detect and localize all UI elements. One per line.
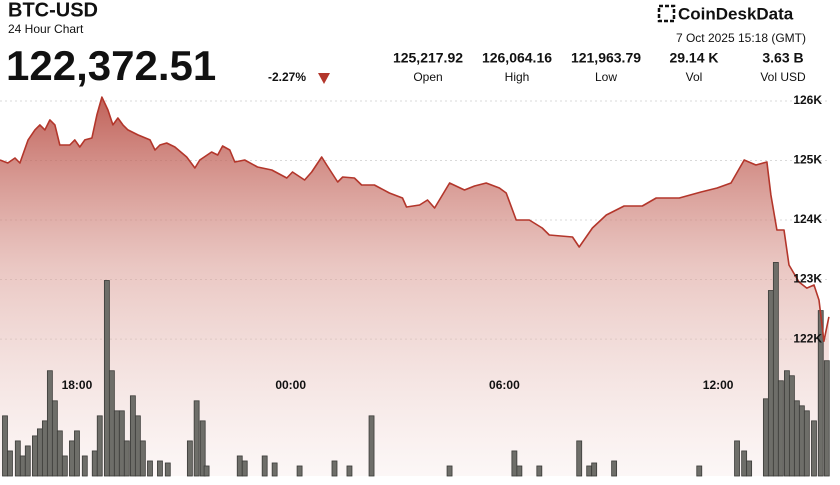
- volume-bar: [24, 445, 31, 477]
- x-tick-label: 00:00: [275, 378, 306, 392]
- volume-bar: [746, 460, 753, 477]
- volume-bar: [96, 415, 103, 477]
- stat-label: Vol USD: [760, 70, 806, 84]
- volume-bar: [32, 435, 38, 477]
- volume-bar: [74, 430, 80, 477]
- volume-bar: [611, 460, 618, 477]
- y-tick-label: 125K: [793, 153, 822, 167]
- volume-bar: [2, 415, 8, 477]
- stat-label: Open: [413, 70, 442, 84]
- volume-bar: [69, 440, 75, 477]
- x-tick-label: 06:00: [489, 378, 520, 392]
- chart-subtitle: 24 Hour Chart: [8, 22, 84, 36]
- stat-value: 3.63 B: [762, 50, 803, 66]
- volume-bar: [823, 360, 830, 477]
- chart-title: BTC-USD: [8, 0, 98, 21]
- volume-bar: [199, 420, 206, 477]
- volume-bar: [193, 400, 200, 477]
- volume-bar: [103, 280, 110, 477]
- logo-icon: [657, 4, 676, 23]
- volume-bar: [46, 370, 53, 477]
- volume-bar: [783, 370, 790, 477]
- volume-bar: [19, 455, 26, 477]
- volume-bar: [51, 400, 58, 477]
- volume-bar: [236, 455, 243, 477]
- volume-bar: [118, 410, 125, 477]
- x-tick-label: 18:00: [62, 378, 93, 392]
- volume-bar: [788, 375, 795, 477]
- price-area: [0, 97, 829, 476]
- brand-logo: CoinDeskData: [657, 4, 794, 23]
- down-arrow: [318, 73, 330, 84]
- stat-label: High: [505, 70, 530, 84]
- volume-bar: [762, 398, 769, 477]
- volume-bar: [157, 460, 163, 477]
- timestamp: 7 Oct 2025 15:18 (GMT): [676, 31, 806, 45]
- stat-value: 126,064.16: [482, 50, 552, 66]
- stat-value: 29.14 K: [669, 50, 718, 66]
- volume-bar: [772, 262, 779, 477]
- volume-bar: [147, 460, 153, 477]
- volume-bar: [777, 380, 784, 477]
- volume-bar: [798, 405, 805, 477]
- volume-bar: [41, 420, 48, 477]
- volume-bar: [734, 440, 740, 477]
- volume-bar: [271, 462, 278, 477]
- volume-bar: [536, 465, 543, 477]
- volume-bar: [203, 465, 210, 477]
- plot-area: 18:00 00:00 06:00 12:00 122K 123K 124K 125K 126K: [0, 93, 830, 477]
- stat-label: Vol: [686, 70, 703, 84]
- volume-bar: [446, 465, 453, 477]
- y-tick-label: 126K: [793, 93, 822, 107]
- y-tick-label: 122K: [793, 331, 822, 345]
- volume-bar: [576, 440, 583, 477]
- stat-value: 121,963.79: [571, 50, 641, 66]
- volume-bar: [129, 395, 136, 477]
- volume-bar: [741, 450, 748, 477]
- volume-bar: [14, 440, 21, 477]
- volume-bar: [81, 455, 88, 477]
- volume-bar: [811, 420, 817, 477]
- volume-bar: [164, 462, 171, 477]
- brand-name: CoinDeskData: [678, 4, 794, 23]
- volume-bar: [113, 410, 120, 477]
- volume-bar: [134, 415, 141, 477]
- volume-bar: [123, 440, 130, 477]
- stat-label: Low: [595, 70, 617, 84]
- volume-bar: [241, 460, 248, 477]
- volume-bar: [586, 465, 593, 477]
- volume-bar: [7, 450, 13, 477]
- volume-bar: [91, 450, 98, 477]
- volume-bar: [696, 465, 703, 477]
- stat-value: 125,217.92: [393, 50, 463, 66]
- volume-bar: [56, 430, 63, 477]
- volume-bar: [36, 428, 43, 477]
- stats: 125,217.92 Open 126,064.16 High 121,963.…: [393, 50, 806, 84]
- price-line: [0, 96, 830, 342]
- y-tick-label: 124K: [793, 212, 822, 226]
- volume-bar: [186, 440, 193, 477]
- volume-bar: [793, 400, 800, 477]
- volume-bar: [368, 415, 375, 477]
- volume-bar: [767, 290, 774, 477]
- volume-bar: [591, 462, 598, 477]
- volume-bar: [61, 455, 68, 477]
- y-tick-label: 123K: [793, 272, 822, 286]
- volume-bar: [139, 440, 146, 477]
- price-change: -2.27%: [268, 70, 306, 84]
- volume-bar: [296, 465, 303, 477]
- last-price: 122,372.51: [6, 42, 216, 89]
- volume-bar: [803, 410, 810, 477]
- volume-bar: [331, 460, 338, 477]
- x-tick-label: 12:00: [703, 378, 734, 392]
- volume-bar: [261, 455, 268, 477]
- volume-bar: [516, 465, 523, 477]
- volume-bar: [108, 370, 115, 477]
- volume-bar: [511, 450, 518, 477]
- volume-bar: [346, 465, 353, 477]
